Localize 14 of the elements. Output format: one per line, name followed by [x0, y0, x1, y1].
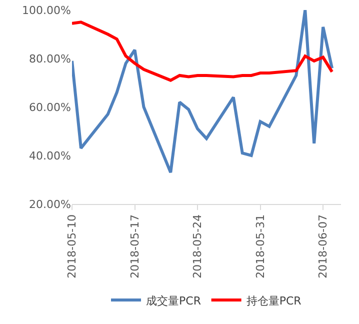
x-tick-label: 2018-05-10 [66, 214, 79, 278]
y-tick-label: 100.00% [22, 4, 71, 17]
line-series [72, 10, 334, 174]
line-series [72, 20, 334, 82]
y-tick-label: 20.00% [29, 198, 71, 211]
y-tick-label: 60.00% [29, 100, 71, 114]
x-tick-label: 2018-05-24 [191, 214, 204, 278]
x-tick-label: 2018-06-07 [316, 214, 330, 278]
y-tick-label: 40.00% [29, 149, 71, 162]
legend-label: 成交量PCR [146, 294, 202, 308]
legend-label: 持仓量PCR [246, 294, 302, 308]
x-tick-label: 2018-05-17 [128, 214, 142, 278]
y-tick-label: 80.00% [29, 52, 71, 66]
x-tick-label: 2018-05-31 [254, 214, 267, 278]
